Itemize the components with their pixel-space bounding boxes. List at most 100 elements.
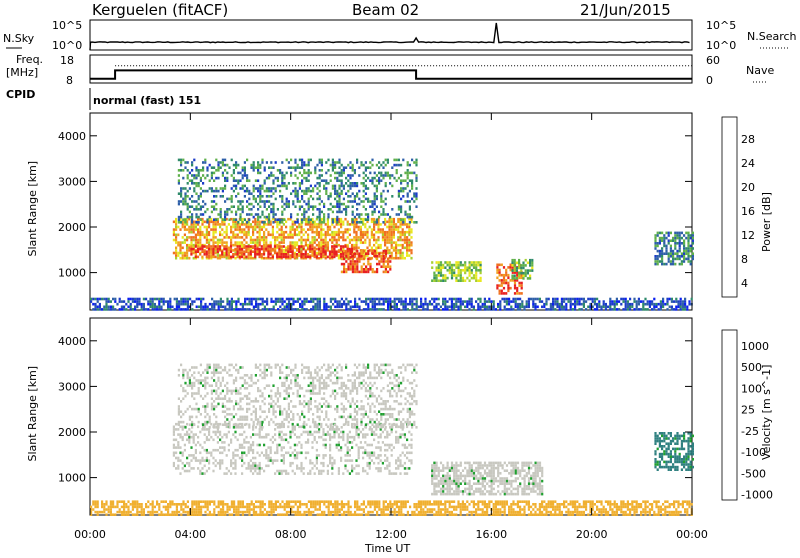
echo-cell — [384, 236, 386, 239]
echo-cell — [252, 457, 254, 460]
echo-cell — [252, 472, 254, 475]
echo-cell — [352, 192, 354, 195]
echo-cell — [386, 431, 388, 434]
echo-cell — [312, 205, 314, 208]
echo-cell — [391, 185, 393, 188]
echo-cell — [274, 433, 276, 436]
echo-cell — [415, 164, 417, 167]
echo-cell — [391, 236, 393, 239]
echo-cell — [672, 252, 674, 255]
echo-cell — [202, 200, 204, 203]
echo-cell — [679, 245, 681, 248]
echo-cell — [211, 166, 213, 169]
echo-cell — [254, 467, 256, 470]
echo-cell — [493, 475, 495, 478]
echo-cell — [283, 426, 285, 429]
echo-cell — [206, 428, 208, 431]
echo-cell — [336, 216, 338, 219]
echo-cell — [336, 446, 338, 449]
echo-cell — [480, 482, 482, 485]
echo-cell — [200, 205, 202, 208]
echo-cell — [198, 208, 200, 211]
echo-cell — [464, 475, 466, 478]
echo-cell — [219, 223, 221, 226]
echo-cell — [219, 462, 221, 465]
echo-cell — [431, 493, 433, 496]
echo-cell — [455, 475, 457, 478]
echo-cell — [504, 306, 506, 309]
noise-sky-line — [90, 23, 690, 50]
echo-cell — [464, 279, 466, 282]
echo-cell — [281, 231, 283, 234]
echo-cell — [224, 185, 226, 188]
echo-cell — [455, 306, 457, 309]
echo-cell — [97, 298, 99, 301]
echo-cell — [320, 256, 322, 259]
echo-cell — [195, 221, 197, 224]
echo-cell — [209, 179, 211, 182]
echo-cell — [672, 258, 674, 261]
echo-cell — [265, 454, 267, 457]
echo-cell — [404, 213, 406, 216]
echo-cell — [154, 306, 156, 309]
echo-cell — [228, 166, 230, 169]
echo-cell — [529, 264, 531, 267]
echo-cell — [552, 298, 554, 301]
echo-cell — [387, 303, 389, 306]
echo-cell — [527, 269, 529, 272]
echo-cell — [455, 464, 457, 467]
echo-cell — [237, 248, 239, 251]
echo-cell — [284, 308, 286, 311]
echo-cell — [552, 306, 554, 309]
echo-cell — [329, 457, 331, 460]
echo-cell — [330, 306, 332, 309]
echo-cell — [369, 308, 371, 311]
echo-cell — [675, 298, 677, 301]
echo-cell — [510, 279, 512, 282]
echo-cell — [391, 208, 393, 211]
echo-cell — [281, 308, 283, 311]
echo-cell — [173, 465, 175, 468]
echo-cell — [273, 306, 275, 309]
echo-cell — [279, 169, 281, 172]
echo-cell — [211, 200, 213, 203]
echo-cell — [458, 480, 460, 483]
echo-cell — [190, 436, 192, 439]
echo-cell — [180, 169, 182, 172]
echo-cell — [519, 298, 521, 301]
echo-cell — [190, 239, 192, 242]
echo-cell — [501, 284, 503, 287]
echo-cell — [460, 477, 462, 480]
echo-cell — [347, 200, 349, 203]
echo-cell — [406, 457, 408, 460]
echo-cell — [316, 431, 318, 434]
echo-cell — [340, 446, 342, 449]
echo-cell — [200, 213, 202, 216]
echo-cell — [361, 255, 363, 258]
echo-cell — [383, 250, 385, 253]
echo-cell — [250, 449, 252, 452]
echo-cell — [274, 459, 276, 462]
echo-cell — [683, 239, 685, 242]
echo-cell — [206, 208, 208, 211]
echo-cell — [208, 439, 210, 442]
echo-cell — [219, 248, 221, 251]
echo-cell — [585, 300, 587, 303]
echo-cell — [263, 250, 265, 253]
echo-cell — [353, 244, 355, 247]
echo-cell — [234, 472, 236, 475]
echo-cell — [237, 192, 239, 195]
echo-cell — [235, 195, 237, 198]
echo-cell — [342, 223, 344, 226]
echo-cell — [267, 446, 269, 449]
echo-cell — [377, 467, 379, 470]
echo-cell — [686, 308, 688, 311]
echo-cell — [523, 308, 525, 311]
echo-cell — [508, 462, 510, 465]
echo-cell — [369, 300, 371, 303]
echo-cell — [391, 226, 393, 229]
echo-cell — [341, 306, 343, 309]
echo-cell — [297, 300, 299, 303]
echo-cell — [684, 306, 686, 309]
echo-cell — [422, 303, 424, 306]
